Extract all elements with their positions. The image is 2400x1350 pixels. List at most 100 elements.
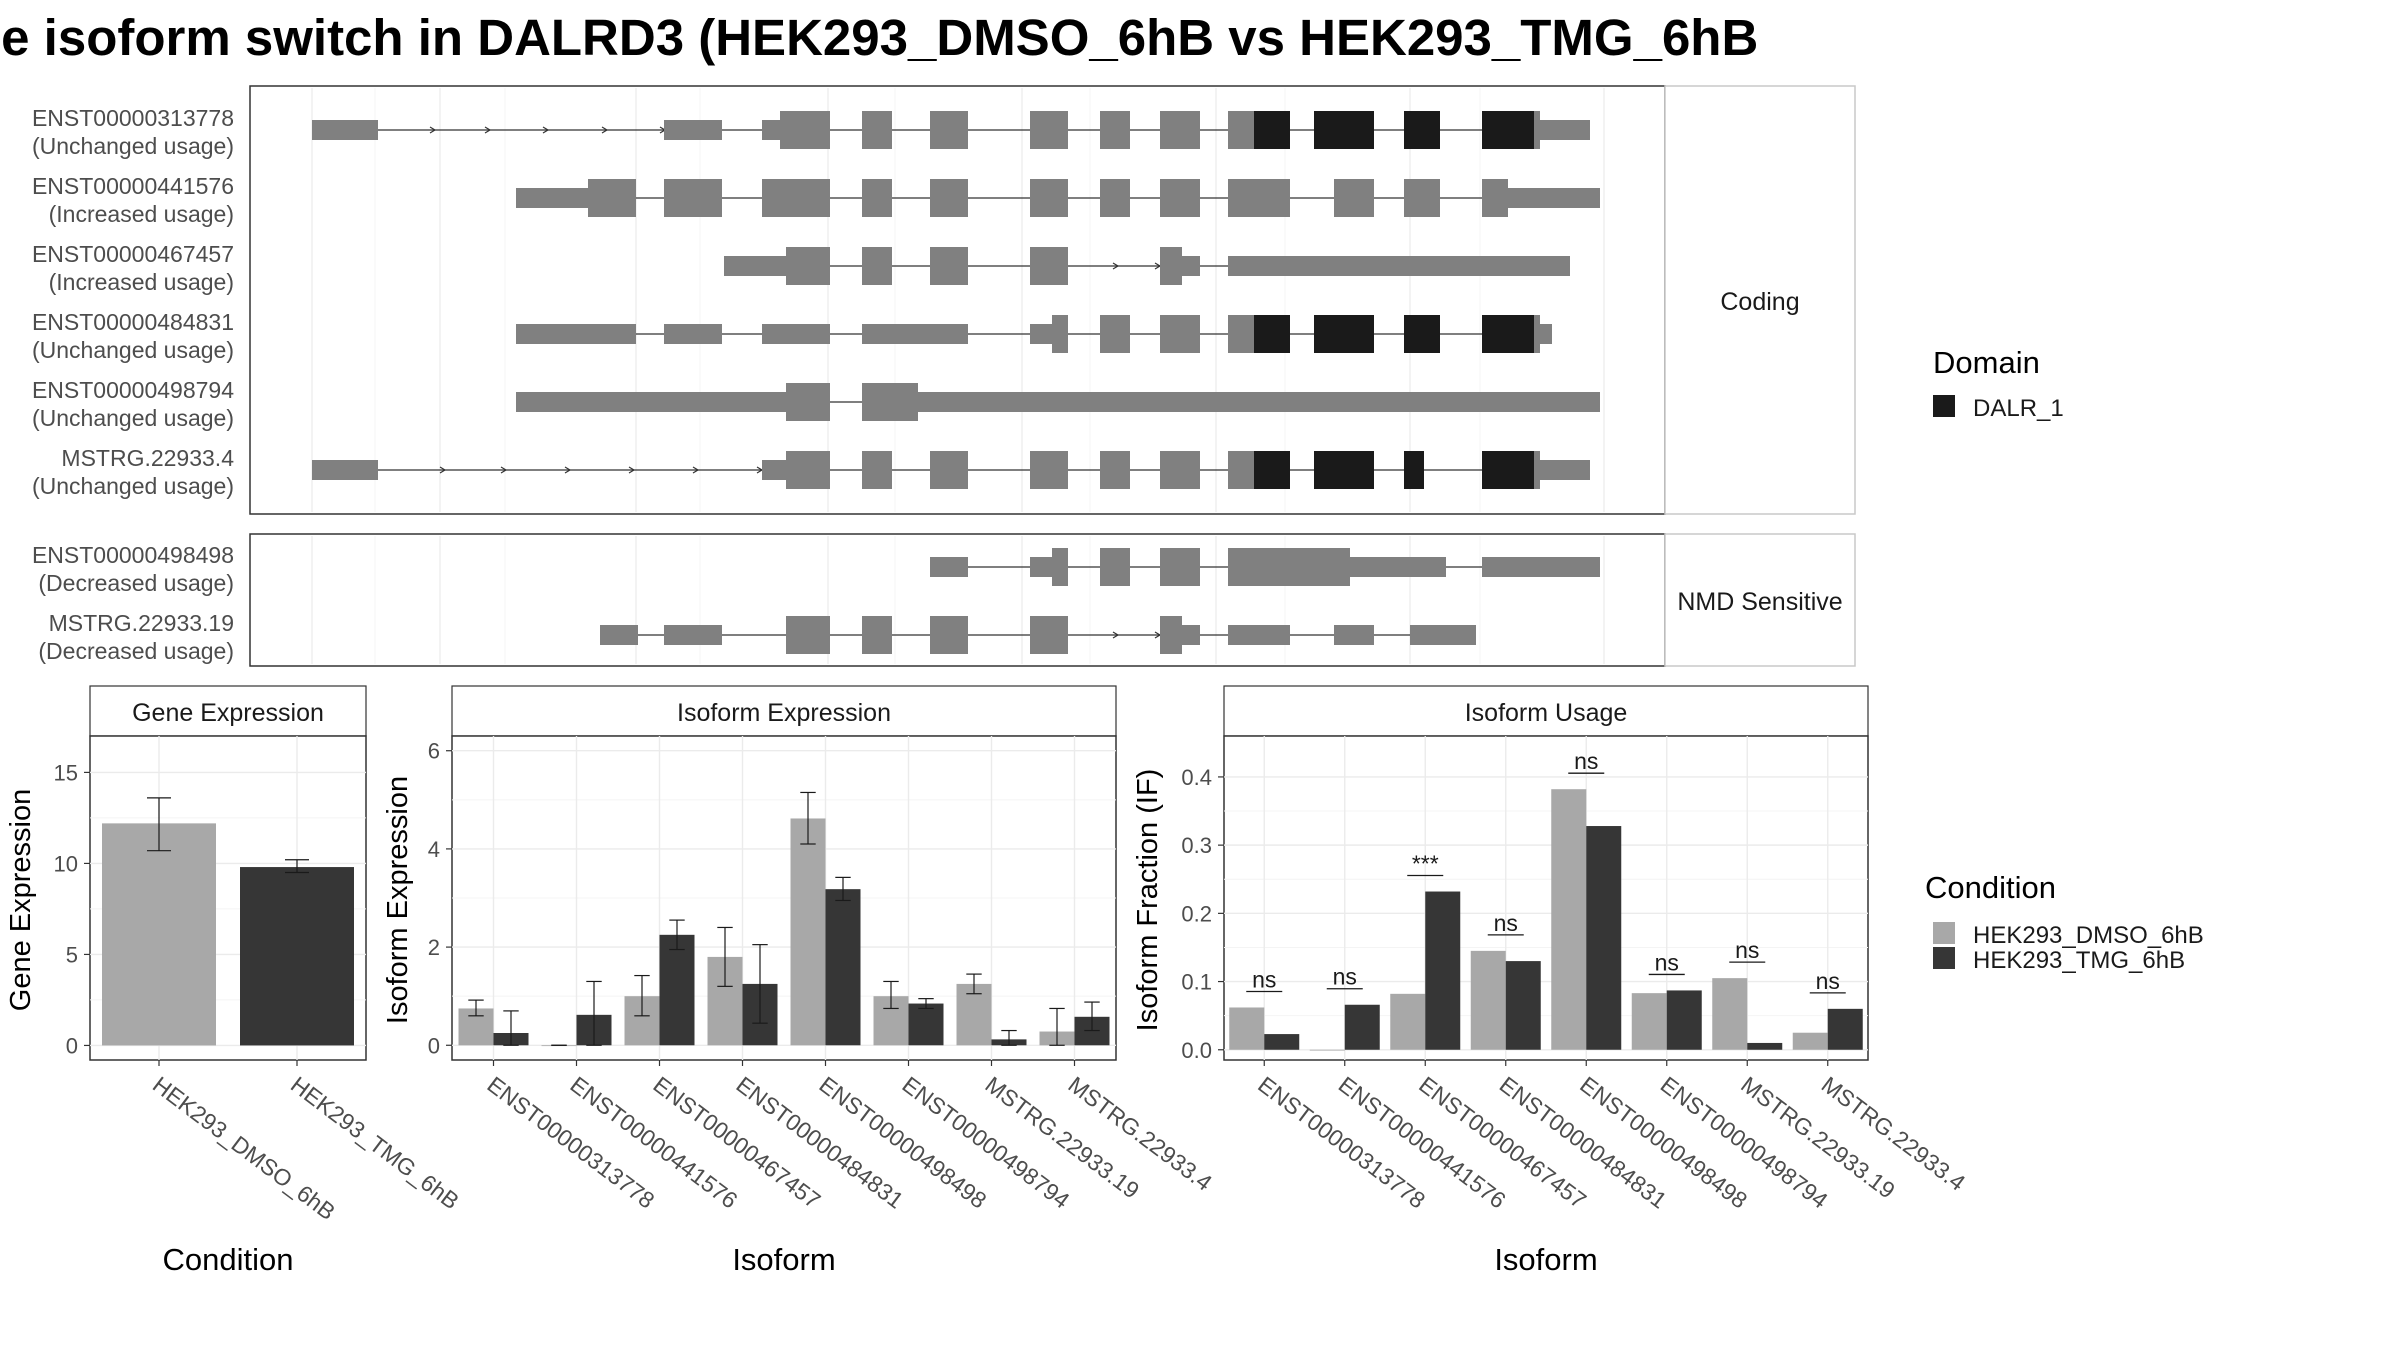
strip-label-coding: Coding [1720,288,1799,316]
chart-title: Isoform Expression [677,699,891,727]
exon [1100,451,1130,489]
condition-legend: Condition HEK293_DMSO_6hB HEK293_TMG_6hB [1925,870,2204,974]
significance-label: ns [1494,910,1518,936]
domain-legend-title: Domain [1933,345,2040,380]
significance-label: ns [1816,968,1840,994]
strand-arrow [564,466,572,474]
bar [1264,1034,1300,1050]
bar [825,889,861,1046]
domain-exon [1482,451,1534,489]
chart-title: Gene Expression [132,699,324,727]
domain-exon [1254,111,1290,149]
bar [1344,1004,1380,1050]
exon [862,179,892,217]
condition-legend-label-dmso: HEK293_DMSO_6hB [1973,922,2204,949]
transcript-usage-label: (Unchanged usage) [32,405,234,431]
chart-strip [1223,685,1869,737]
structure-panel-nmd: NMD Sensitive [249,533,1856,667]
transcript-tracks [600,548,1600,654]
strand-arrow [692,466,700,474]
exon [516,324,636,344]
structure-panel-coding: Coding [249,85,1856,515]
domain-legend-key-dalr1 [1933,395,1955,417]
bar [1309,1049,1345,1051]
exon [1228,256,1570,276]
y-tick-label: 15 [54,760,78,785]
exon [1100,179,1130,217]
exon [664,120,722,140]
exon [516,188,588,208]
exon [786,616,830,654]
exon [1182,625,1200,645]
strand-arrow [1112,262,1120,270]
exon [862,247,892,285]
y-tick-label: 2 [428,935,440,960]
bar [1666,990,1702,1050]
exon [862,324,968,344]
chart-strip [451,685,1117,737]
strand-arrow [429,126,437,134]
exon [1182,256,1200,276]
y-axis-label: Gene Expression [5,789,37,1011]
exon [786,383,830,421]
strand-arrow [484,126,492,134]
exon [600,625,638,645]
structure-panel-coding-bg [249,85,1666,515]
exon [1160,111,1200,149]
exon [1334,625,1374,645]
transcript-id-label: ENST00000498794 [32,377,234,403]
exon [780,111,830,149]
transcript-usage-label: (Decreased usage) [38,570,234,596]
exon [1534,315,1540,353]
bar [1470,950,1506,1050]
exon [588,179,636,217]
exon [1160,616,1182,654]
condition-legend-label-tmg: HEK293_TMG_6hB [1973,947,2185,974]
bar [102,823,216,1046]
significance-label: ns [1252,966,1276,992]
exon [1160,179,1200,217]
significance-label: ns [1735,937,1759,963]
exon [1228,111,1254,149]
exon [516,392,786,412]
y-tick-label: 10 [54,851,78,876]
significance-label: ns [1333,964,1357,990]
bar [1712,978,1748,1050]
exon [1160,548,1200,586]
exon [762,179,830,217]
transcript-usage-label: (Unchanged usage) [32,473,234,499]
exon [1404,179,1440,217]
transcript-labels: ENST00000313778(Unchanged usage)ENST0000… [32,105,234,664]
exon [1410,625,1476,645]
exon [664,625,722,645]
strand-arrow [500,466,508,474]
x-tick-label: MSTRG.22933.4 [1063,1071,1217,1196]
y-axis-label: Isoform Expression [382,776,414,1024]
transcript-id-label: ENST00000498498 [32,542,234,568]
y-tick-label: 6 [428,739,440,764]
exon [1508,188,1600,208]
domain-legend: Domain DALR_1 [1933,345,2064,422]
transcript-usage-label: (Increased usage) [49,201,234,227]
x-axis-label: Condition [163,1242,294,1277]
exon [862,111,892,149]
exon [1228,451,1254,489]
significance-label: *** [1412,851,1439,877]
bar [1229,1007,1265,1050]
strand-arrow [1112,631,1120,639]
exon [930,616,968,654]
exon [918,392,1600,412]
exon [1052,315,1068,353]
isoform-usage-chart: Isoform Fraction (IF) Isoform Isoform Us… [1132,685,1970,1277]
bar [908,1003,944,1046]
bar [1551,789,1587,1050]
exon [1030,557,1052,577]
exon [1334,179,1374,217]
transcript-tracks [312,111,1600,489]
exon [1100,315,1130,353]
y-tick-label: 0.2 [1181,901,1212,926]
bar [1792,1032,1828,1050]
domain-exon [1314,451,1374,489]
domain-exon [1482,111,1534,149]
transcript-id-label: MSTRG.22933.19 [49,610,234,636]
